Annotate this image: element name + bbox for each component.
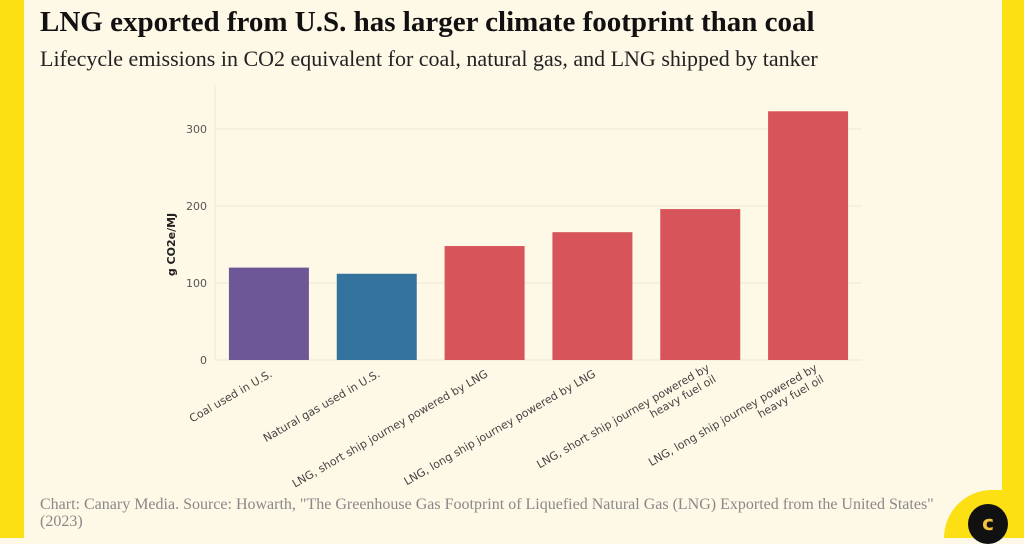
y-tick-label: 300	[186, 123, 207, 136]
bar	[444, 246, 525, 360]
x-tick-label-line: Natural gas used in U.S.	[261, 367, 382, 445]
chart-title: LNG exported from U.S. has larger climat…	[40, 6, 815, 38]
y-tick-label: 200	[186, 200, 207, 213]
x-tick-label: Coal used in U.S.	[187, 367, 274, 425]
left-frame	[0, 0, 24, 538]
x-tick-label-line: LNG, short ship journey powered by	[534, 361, 712, 471]
bar	[552, 232, 633, 360]
chart-subtitle: Lifecycle emissions in CO2 equivalent fo…	[40, 46, 818, 71]
x-tick-label: LNG, long ship journey powered by LNG	[402, 367, 598, 488]
x-tick-label-line: LNG, long ship journey powered by LNG	[402, 367, 598, 488]
bar	[336, 273, 417, 360]
bar	[660, 209, 741, 360]
x-tick-label-line: LNG, short ship journey powered by LNG	[290, 367, 490, 490]
x-tick-label-line: LNG, long ship journey powered by	[646, 361, 820, 469]
canary-media-logo: c	[968, 504, 1008, 544]
x-tick-label-line: Coal used in U.S.	[187, 367, 274, 425]
y-tick-label: 0	[200, 354, 207, 367]
bar	[768, 111, 849, 360]
x-tick-label: Natural gas used in U.S.	[261, 367, 382, 445]
x-tick-label: LNG, short ship journey powered by LNG	[290, 367, 490, 490]
x-tick-label: LNG, short ship journey powered byheavy …	[534, 361, 718, 482]
source-note: Chart: Canary Media. Source: Howarth, "T…	[40, 496, 934, 530]
y-axis-label: g CO2e/MJ	[165, 213, 178, 276]
bar	[228, 267, 309, 360]
y-tick-label: 100	[186, 277, 207, 290]
right-frame	[1002, 0, 1024, 538]
